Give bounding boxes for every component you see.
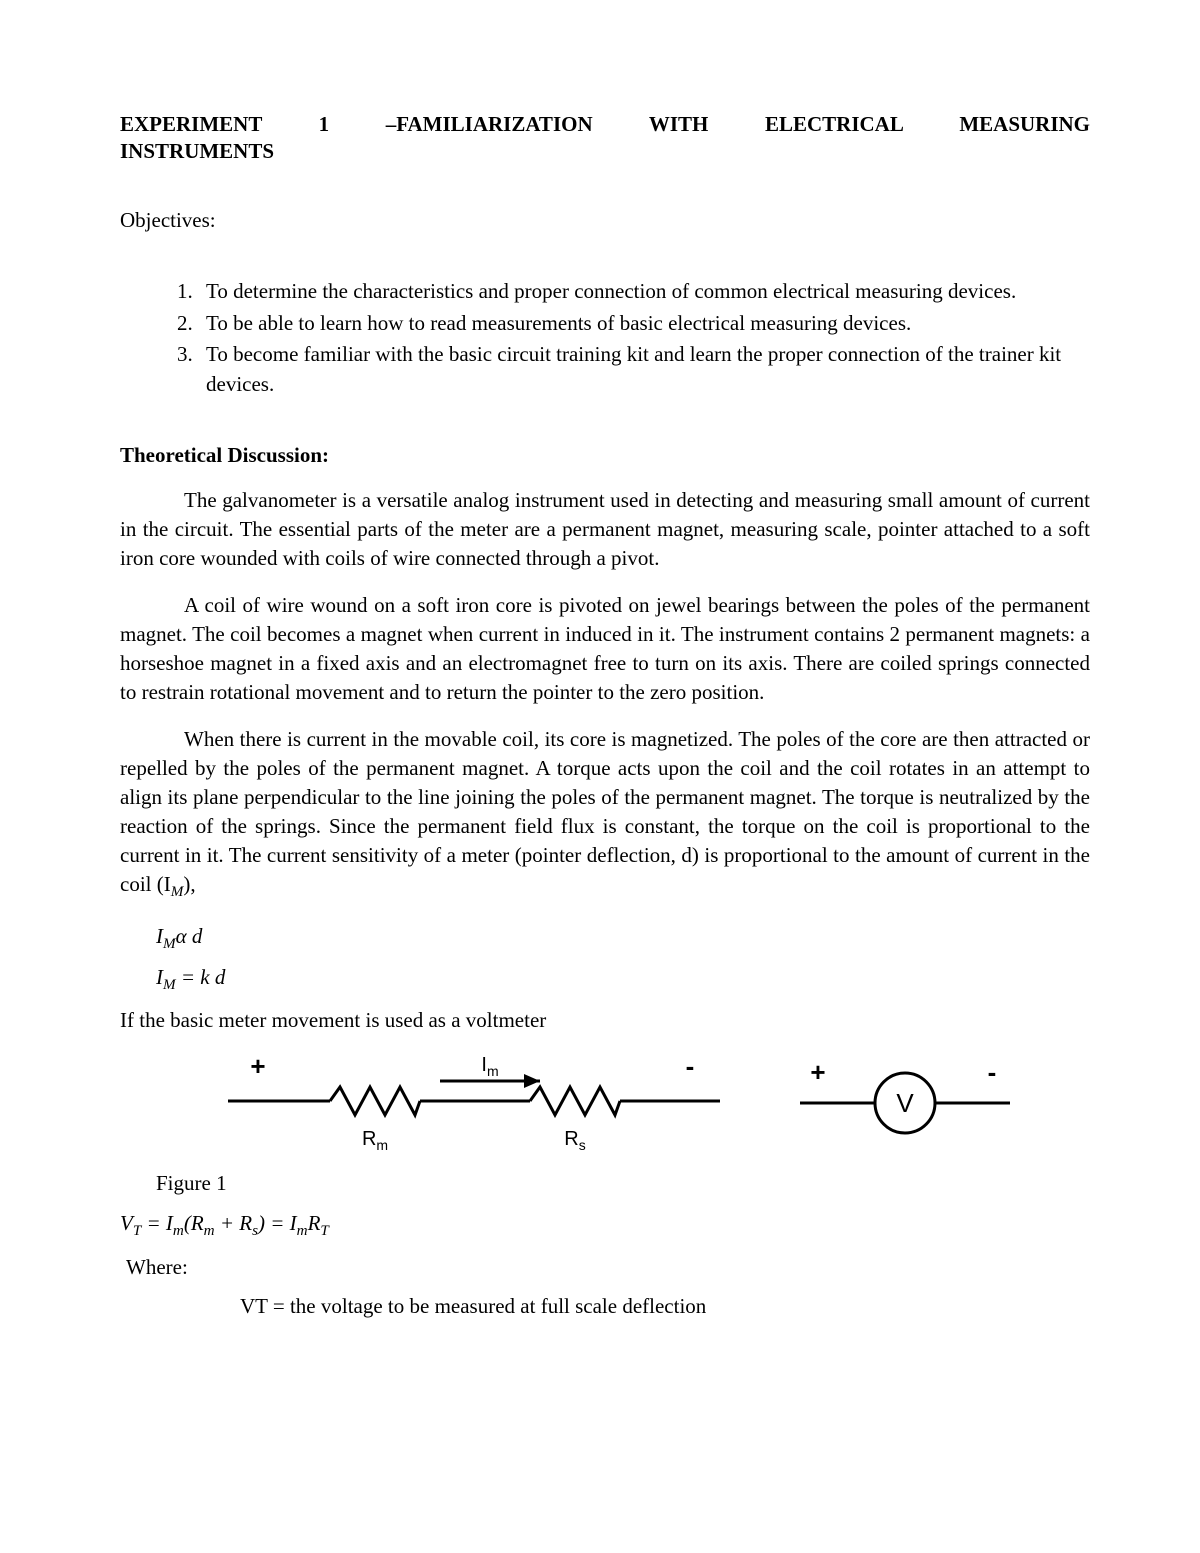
where-definition-vt: VT = the voltage to be measured at full … <box>240 1294 1090 1319</box>
figure-1-row: + - Im Rm Rs + - <box>210 1053 1090 1163</box>
theory-paragraph-3: When there is current in the movable coi… <box>120 725 1090 903</box>
eq3-Im-sub: m <box>173 1224 184 1240</box>
objectives-heading: Objectives: <box>120 208 1090 233</box>
objective-item: To be able to learn how to read measurem… <box>198 309 1090 338</box>
where-label: Where: <box>126 1255 1090 1280</box>
para3-text-pre: When there is current in the movable coi… <box>120 727 1090 896</box>
eq2-var: I <box>156 965 163 989</box>
im-label: Im <box>481 1054 498 1079</box>
theory-heading: Theoretical Discussion: <box>120 443 1090 468</box>
eq1-rest: α d <box>176 924 203 948</box>
voltmeter-minus: - <box>988 1057 997 1087</box>
eq3-Im2-sub: m <box>297 1224 308 1240</box>
eq3-VT: V <box>120 1211 133 1235</box>
eq1-var: I <box>156 924 163 948</box>
eq1-sub: M <box>163 936 176 952</box>
eq2-sub: M <box>163 977 176 993</box>
eq3-Rm: (R <box>184 1211 204 1235</box>
voltmeter-intro: If the basic meter movement is used as a… <box>120 1006 1090 1035</box>
eq3-RT: R <box>308 1211 321 1235</box>
eq3-Rm-sub: m <box>204 1224 215 1240</box>
objective-item: To determine the characteristics and pro… <box>198 277 1090 306</box>
voltmeter-symbol: + - V <box>790 1053 1020 1163</box>
objectives-list: To determine the characteristics and pro… <box>120 277 1090 399</box>
circuit-series-diagram: + - Im Rm Rs <box>210 1053 730 1163</box>
para3-text-post: ), <box>183 872 195 896</box>
equation-2: IM = k d <box>156 962 1090 997</box>
objective-item: To become familiar with the basic circui… <box>198 340 1090 399</box>
voltmeter-plus: + <box>810 1057 825 1087</box>
experiment-title-line2: INSTRUMENTS <box>120 139 1090 164</box>
eq3-VT-sub: T <box>133 1224 141 1240</box>
theory-paragraph-2: A coil of wire wound on a soft iron core… <box>120 591 1090 707</box>
eq3-RT-sub: T <box>320 1224 328 1240</box>
rs-label: Rs <box>564 1128 585 1153</box>
equation-1: IMα d <box>156 921 1090 956</box>
eq2-rest: = k d <box>176 965 226 989</box>
plus-sign: + <box>250 1053 265 1081</box>
resistor-rm <box>330 1087 420 1115</box>
experiment-title-line1: EXPERIMENT 1 –FAMILIARIZATION WITH ELECT… <box>120 110 1090 139</box>
minus-sign: - <box>686 1053 695 1081</box>
rm-label: Rm <box>362 1128 388 1153</box>
eq3-Rs: + R <box>215 1211 253 1235</box>
eq3-Im: = I <box>141 1211 173 1235</box>
theory-paragraph-1: The galvanometer is a versatile analog i… <box>120 486 1090 573</box>
document-page: EXPERIMENT 1 –FAMILIARIZATION WITH ELECT… <box>0 0 1200 1553</box>
eq3-Im2: ) = I <box>258 1211 297 1235</box>
resistor-rs <box>530 1087 620 1115</box>
voltmeter-v-label: V <box>896 1088 914 1118</box>
para3-subscript: M <box>171 884 184 900</box>
figure-1-caption: Figure 1 <box>156 1171 1090 1196</box>
current-arrow-head <box>524 1074 540 1088</box>
equation-3: VT = Im(Rm + Rs) = ImRT <box>120 1208 1090 1243</box>
